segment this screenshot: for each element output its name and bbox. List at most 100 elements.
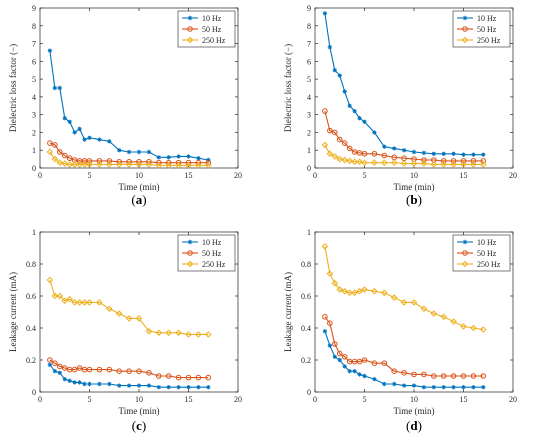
data-point (336, 350, 343, 357)
y-tick-label: 0.8 (26, 260, 36, 269)
data-point (420, 160, 428, 167)
data-point (81, 299, 88, 306)
x-tick-label: 20 (234, 171, 242, 180)
series-50-hz (322, 314, 487, 379)
y-tick-label: 5 (32, 75, 36, 84)
data-point (440, 158, 447, 164)
data-point (322, 314, 328, 320)
data-point (479, 326, 487, 333)
data-point (362, 373, 367, 379)
data-point (52, 369, 58, 374)
legend: 10 Hz 50 Hz 250 Hz (452, 234, 511, 272)
data-point (97, 137, 102, 142)
caption-letter: c (136, 418, 142, 433)
data-point (146, 383, 152, 388)
legend-marker (462, 26, 468, 32)
legend-marker (187, 15, 193, 21)
data-point (321, 243, 329, 250)
data-point (126, 149, 132, 155)
data-point (326, 150, 334, 158)
legend-marker (462, 239, 468, 245)
data-point (371, 287, 378, 295)
data-point (461, 385, 466, 390)
x-tick-label: 20 (509, 171, 517, 180)
data-point (347, 369, 352, 374)
x-axis-label: Time (min) (394, 182, 435, 192)
data-point (196, 156, 201, 161)
data-point (76, 299, 83, 306)
data-point (430, 310, 438, 317)
data-point (480, 373, 487, 379)
data-point (77, 380, 82, 385)
y-tick-label: 7 (32, 40, 36, 49)
x-axis-label: Time (min) (119, 406, 160, 416)
data-point (400, 299, 408, 306)
data-point (66, 295, 74, 303)
data-point (146, 149, 152, 155)
data-point (185, 162, 192, 169)
caption-open-paren: ( (131, 192, 135, 207)
data-point (125, 161, 133, 168)
data-point (96, 366, 103, 373)
data-point (421, 157, 427, 163)
data-point (125, 315, 133, 322)
panel-caption: (c) (132, 418, 146, 433)
data-point (135, 161, 143, 168)
data-point (371, 150, 378, 157)
data-point (351, 289, 358, 297)
data-point (380, 289, 388, 297)
data-point (411, 383, 417, 388)
legend-label: 250 Hz (202, 36, 226, 45)
legend-marker (462, 250, 468, 256)
x-tick-label: 5 (363, 395, 367, 404)
data-point (332, 354, 337, 359)
data-point (337, 357, 342, 363)
x-tick-label: 5 (88, 395, 92, 404)
data-point (115, 161, 123, 168)
data-point (71, 366, 78, 373)
caption-open-paren: ( (132, 418, 136, 433)
data-point (47, 48, 53, 53)
data-point (56, 292, 64, 300)
data-point (195, 162, 202, 169)
legend-label: 10 Hz (477, 14, 497, 23)
data-point (176, 385, 181, 390)
data-point (57, 370, 62, 375)
data-point (351, 158, 358, 166)
panel-caption: (a) (131, 192, 146, 207)
x-tick-label: 0 (313, 171, 317, 180)
data-point (451, 385, 456, 390)
data-point (440, 161, 448, 168)
data-point (327, 343, 333, 348)
data-point (61, 297, 69, 305)
legend-label: 10 Hz (202, 14, 222, 23)
data-point (460, 323, 467, 330)
data-point (105, 161, 113, 168)
data-point (332, 341, 338, 347)
data-point (470, 161, 477, 168)
y-axis-label: Leakage current (mA) (283, 272, 293, 352)
data-point (175, 374, 182, 381)
data-point (86, 158, 93, 164)
caption-letter: d (410, 418, 418, 433)
data-point (341, 140, 348, 146)
data-point (421, 385, 427, 390)
data-point (175, 329, 182, 337)
data-point (342, 89, 347, 94)
data-point (76, 365, 83, 371)
data-point (410, 299, 418, 306)
x-tick-label: 20 (234, 395, 242, 404)
data-point (186, 385, 191, 390)
data-point (327, 320, 333, 327)
x-tick-label: 0 (38, 171, 42, 180)
data-point (401, 383, 407, 388)
data-point (450, 373, 457, 379)
caption-close-paren: ) (418, 192, 422, 207)
data-point (86, 366, 93, 373)
x-tick-label: 10 (135, 171, 143, 180)
legend-label: 50 Hz (477, 25, 497, 34)
legend-label: 250 Hz (477, 260, 501, 269)
caption-close-paren: ) (418, 418, 422, 433)
legend: 10 Hz 50 Hz 250 Hz (452, 10, 511, 48)
